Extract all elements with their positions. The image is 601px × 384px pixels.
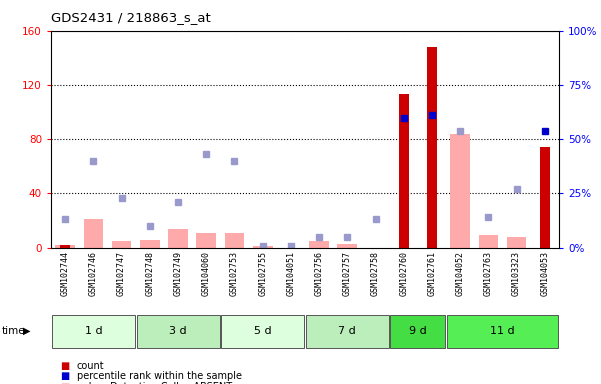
Bar: [168, 229, 188, 248]
Text: percentile rank within the sample: percentile rank within the sample: [77, 371, 242, 381]
Bar: [52, 315, 135, 348]
Bar: [221, 315, 304, 348]
Bar: [84, 219, 103, 248]
Text: GSM102755: GSM102755: [258, 251, 267, 296]
Text: GDS2431 / 218863_s_at: GDS2431 / 218863_s_at: [51, 12, 211, 25]
Text: GSM104052: GSM104052: [456, 251, 465, 296]
Text: GSM102761: GSM102761: [427, 251, 436, 296]
Bar: [450, 134, 470, 248]
Bar: [197, 233, 216, 248]
Text: GSM103323: GSM103323: [512, 251, 521, 296]
Text: 5 d: 5 d: [254, 326, 272, 336]
Bar: [399, 94, 409, 248]
Text: GSM102744: GSM102744: [61, 251, 70, 296]
Text: 11 d: 11 d: [490, 326, 515, 336]
Bar: [391, 315, 445, 348]
Text: 7 d: 7 d: [338, 326, 356, 336]
Text: GSM102757: GSM102757: [343, 251, 352, 296]
Text: 1 d: 1 d: [85, 326, 102, 336]
Text: 9 d: 9 d: [409, 326, 427, 336]
Bar: [140, 240, 160, 248]
Bar: [136, 315, 219, 348]
Text: GSM102763: GSM102763: [484, 251, 493, 296]
Text: ■: ■: [60, 371, 69, 381]
Bar: [447, 315, 558, 348]
Text: GSM104060: GSM104060: [202, 251, 211, 296]
Text: ■: ■: [60, 361, 69, 371]
Text: GSM102747: GSM102747: [117, 251, 126, 296]
Text: GSM102753: GSM102753: [230, 251, 239, 296]
Text: GSM102756: GSM102756: [314, 251, 323, 296]
Bar: [507, 237, 526, 248]
Text: GSM102760: GSM102760: [399, 251, 408, 296]
Text: ▶: ▶: [23, 326, 30, 336]
Bar: [310, 241, 329, 248]
Bar: [55, 245, 75, 248]
Text: GSM102748: GSM102748: [145, 251, 154, 296]
Bar: [112, 241, 132, 248]
Bar: [225, 233, 245, 248]
Text: GSM102749: GSM102749: [174, 251, 183, 296]
Text: GSM102758: GSM102758: [371, 251, 380, 296]
Text: count: count: [77, 361, 105, 371]
Bar: [427, 47, 437, 248]
Bar: [478, 235, 498, 248]
Text: GSM102746: GSM102746: [89, 251, 98, 296]
Text: time: time: [1, 326, 25, 336]
Text: GSM104053: GSM104053: [540, 251, 549, 296]
Bar: [306, 315, 389, 348]
Bar: [253, 246, 273, 248]
Bar: [540, 147, 550, 248]
Text: 3 d: 3 d: [169, 326, 187, 336]
Text: value, Detection Call = ABSENT: value, Detection Call = ABSENT: [77, 382, 232, 384]
Text: GSM104051: GSM104051: [287, 251, 296, 296]
Text: ■: ■: [60, 382, 69, 384]
Bar: [337, 243, 357, 248]
Bar: [60, 245, 70, 248]
